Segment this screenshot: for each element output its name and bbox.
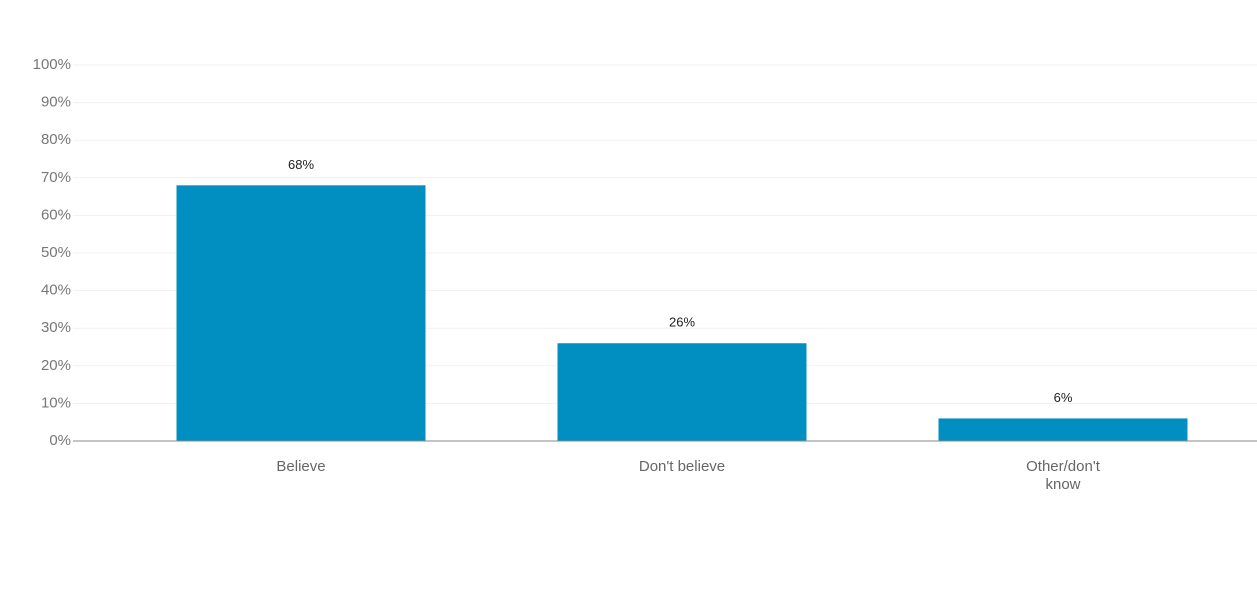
y-tick-label: 80%	[41, 131, 71, 148]
y-tick-label: 40%	[41, 282, 71, 299]
y-tick-label: 90%	[41, 94, 71, 111]
y-tick-label: 50%	[41, 244, 71, 261]
x-tick-label: Other/don't know	[1026, 458, 1100, 493]
y-tick-label: 30%	[41, 319, 71, 336]
y-tick-label: 0%	[49, 432, 71, 449]
x-tick-label: Believe	[276, 458, 326, 475]
y-tick-label: 20%	[41, 357, 71, 374]
bar	[557, 343, 807, 441]
data-label: 6%	[1054, 390, 1073, 405]
data-label: 68%	[288, 157, 314, 172]
bar	[938, 418, 1188, 441]
y-tick-label: 100%	[33, 56, 71, 73]
y-tick-label: 70%	[41, 169, 71, 186]
x-tick-label: Don't believe	[638, 458, 726, 475]
y-tick-label: 60%	[41, 206, 71, 223]
y-tick-label: 10%	[41, 394, 71, 411]
data-label: 26%	[669, 315, 695, 330]
bar	[176, 185, 426, 441]
